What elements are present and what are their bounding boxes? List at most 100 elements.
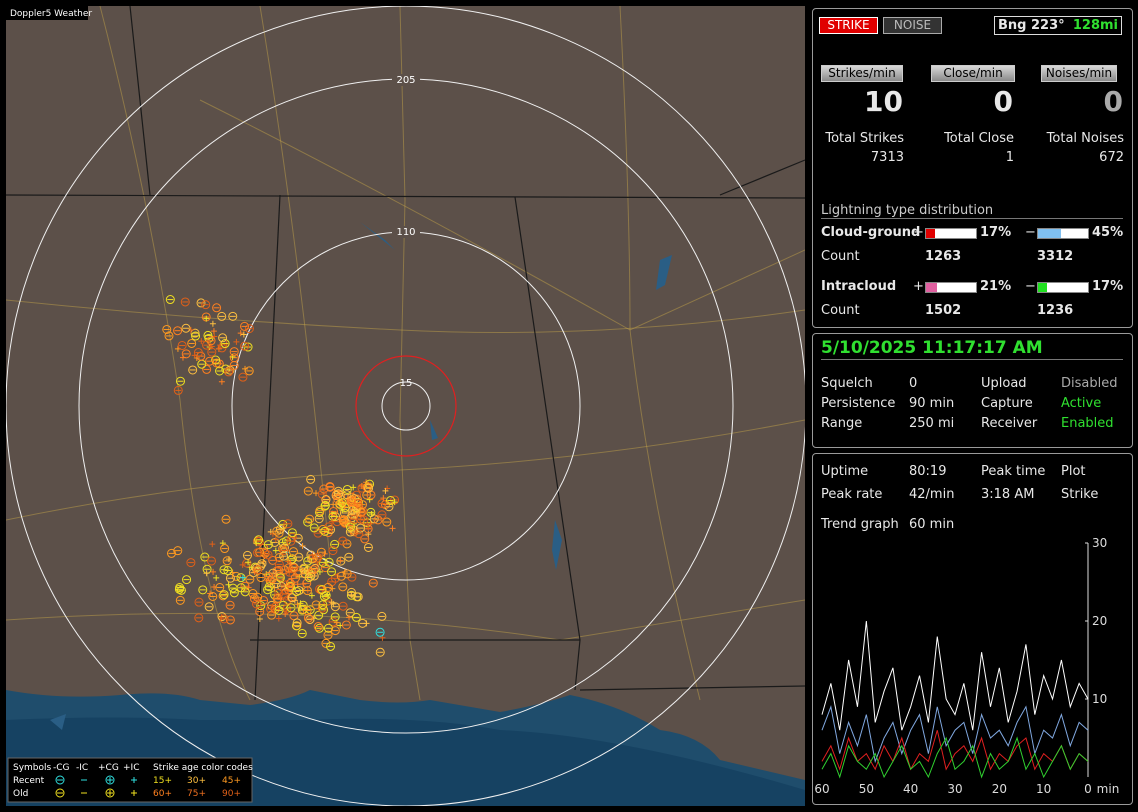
strike-ring (302, 578, 312, 588)
strike-ring (330, 539, 340, 549)
strike-symbol (242, 550, 252, 560)
strike-ring (311, 600, 321, 610)
strike-ring (328, 546, 338, 556)
strike-ring (323, 527, 333, 537)
strike-symbol (288, 575, 295, 582)
strike-symbol (173, 546, 183, 556)
strike-symbol (275, 615, 282, 622)
strike-ring (275, 524, 285, 534)
strike-ring (353, 499, 363, 509)
strike-symbol (186, 558, 196, 568)
dist-count-label: Count (821, 249, 860, 264)
strike-ring (279, 546, 289, 556)
info-value: Active (1061, 396, 1102, 411)
strike-ring (238, 372, 248, 382)
strike-symbol (245, 559, 252, 566)
strike-ring (215, 583, 225, 593)
strike-symbol (346, 614, 353, 621)
strike-symbol (336, 571, 346, 581)
strike-symbol (314, 610, 324, 620)
strike-plus (353, 502, 360, 509)
strike-plus (229, 569, 236, 576)
strike-symbol (377, 611, 387, 621)
strike-ring (308, 553, 318, 563)
strike-plus (240, 331, 247, 338)
strike-symbol (209, 541, 216, 548)
stat-label: Plot (1061, 464, 1086, 479)
strike-ring (382, 517, 392, 527)
strike-symbol (249, 594, 259, 604)
strike-symbol (320, 526, 330, 536)
strike-symbol (251, 568, 258, 575)
strike-symbol (377, 499, 387, 509)
strike-button[interactable]: STRIKE (819, 17, 878, 34)
strike-plus (346, 614, 353, 621)
strike-symbol (330, 612, 340, 622)
strike-symbol (229, 360, 239, 370)
strike-ring (274, 605, 284, 615)
strike-ring (278, 519, 288, 529)
strike-symbol (286, 536, 296, 546)
strike-ring (255, 607, 265, 617)
strike-ring (292, 618, 302, 628)
strike-plus (245, 559, 252, 566)
strike-symbol (325, 482, 335, 492)
info-value: Disabled (1061, 376, 1118, 391)
strike-symbol (215, 366, 225, 376)
strike-ring (268, 555, 278, 565)
strike-ring (240, 321, 250, 331)
strike-plus (350, 484, 357, 491)
strike-symbol (162, 324, 172, 334)
strike-ring (341, 620, 351, 630)
strike-symbol (308, 553, 318, 563)
strike-ring (303, 517, 313, 527)
info-value: 90 min (909, 396, 955, 411)
strike-ring (219, 590, 229, 600)
strike-symbol (263, 550, 273, 560)
strike-symbol (194, 597, 204, 607)
strike-symbol (349, 514, 359, 524)
dist-bar (926, 229, 935, 238)
strike-ring (314, 623, 324, 633)
strike-ring (337, 498, 347, 508)
noise-button[interactable]: NOISE (883, 17, 942, 34)
dist-bar (1038, 283, 1047, 292)
strike-plus (382, 487, 389, 494)
strike-symbol (321, 550, 328, 557)
strike-ring (323, 623, 333, 633)
strike-ring (207, 556, 217, 566)
rate-header: Close/min (931, 65, 1015, 82)
strike-ring (319, 592, 329, 602)
strike-ring (346, 590, 356, 600)
strike-plus (300, 580, 307, 587)
strike-symbol (240, 341, 250, 351)
strike-symbol (270, 537, 280, 547)
info-label: Capture (981, 396, 1033, 411)
strike-symbol (351, 612, 361, 622)
strike-plus (203, 315, 210, 322)
strike-ring (303, 486, 313, 496)
strike-symbol (198, 585, 208, 595)
strike-ring (256, 601, 266, 611)
strike-symbol (347, 497, 357, 507)
strike-symbol (282, 611, 289, 618)
strike-symbol (205, 356, 215, 366)
strike-symbol (345, 522, 355, 532)
strike-ring (229, 360, 239, 370)
strike-ring (223, 566, 233, 576)
strike-ring (263, 550, 273, 560)
strike-ring (349, 514, 359, 524)
strike-ring (211, 355, 221, 365)
dist-name: Intracloud (821, 279, 897, 294)
strike-symbol (319, 592, 329, 602)
strike-ring (303, 556, 313, 566)
strike-ring (345, 608, 355, 618)
strike-symbol (182, 575, 192, 585)
dist-sign: − (1025, 225, 1036, 240)
strike-symbol (218, 378, 225, 385)
strike-ring (180, 297, 190, 307)
strike-symbol (233, 338, 240, 345)
strike-ring (330, 612, 340, 622)
strike-ring (194, 597, 204, 607)
strike-plus (308, 592, 315, 599)
